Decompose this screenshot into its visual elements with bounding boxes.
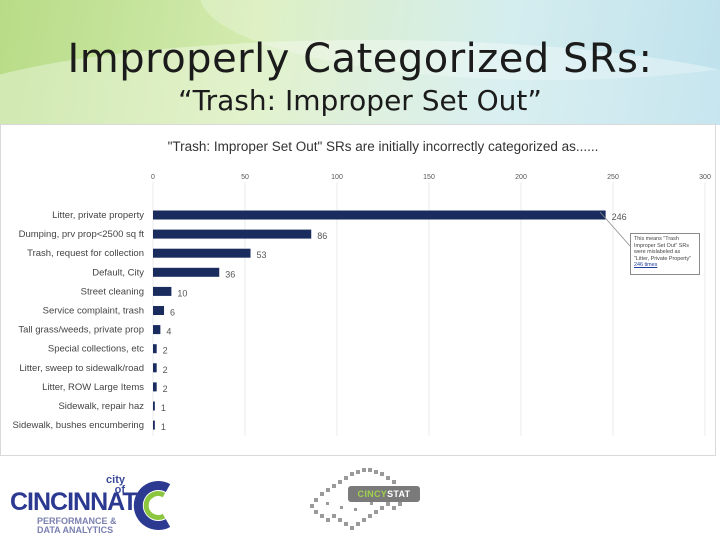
x-tick-label: 100 [331, 174, 343, 181]
annotation-callout: This means "Trash Improper Set Out" SRs … [630, 233, 700, 275]
category-label: Sidewalk, repair haz [58, 401, 144, 412]
slide-title: Improperly Categorized SRs: [67, 36, 653, 82]
bar [153, 363, 157, 373]
bar [153, 286, 172, 296]
x-tick-label: 300 [699, 174, 711, 181]
bar [153, 306, 165, 315]
value-label: 4 [166, 327, 171, 337]
cincystat-logo: CINCYSTAT [348, 486, 420, 502]
category-label: Dumping, prv prop<2500 sq ft [19, 229, 145, 240]
bar-chart: "Trash: Improper Set Out" SRs are initia… [13, 139, 711, 436]
category-labels: Litter, private property Dumping, prv pro… [13, 210, 145, 431]
value-label: 6 [170, 308, 175, 318]
chart-title: "Trash: Improper Set Out" SRs are initia… [168, 139, 599, 154]
pda-line2: DATA ANALYTICS [37, 525, 114, 535]
city-of-label: city of [106, 474, 125, 496]
value-label: 2 [163, 384, 168, 394]
bar [153, 401, 155, 411]
value-label: 86 [317, 231, 327, 241]
category-label: Litter, ROW Large Items [42, 382, 144, 393]
callout-leader-line [599, 211, 631, 247]
value-label: 36 [225, 269, 235, 279]
bar [153, 267, 220, 277]
callout-text: This means "Trash Improper Set Out" SRs … [634, 236, 692, 262]
bar [153, 325, 161, 335]
value-label: 1 [161, 403, 166, 413]
category-label: Special collections, etc [48, 344, 144, 355]
x-tick-label: 200 [515, 174, 527, 181]
category-label: Default, City [92, 267, 144, 278]
title-banner [0, 0, 720, 125]
category-label: Trash, request for collection [27, 248, 144, 259]
banner-wave [0, 40, 720, 125]
bar [153, 382, 157, 392]
pda-line1: PERFORMANCE & [37, 516, 117, 526]
category-label: Sidewalk, bushes encumbering [13, 420, 145, 431]
value-label: 1 [161, 422, 166, 432]
value-label: 246 [612, 212, 627, 222]
cincystat-part1: CINCY [357, 489, 388, 499]
value-label: 2 [163, 365, 168, 375]
value-label: 53 [257, 250, 267, 260]
bar [153, 248, 251, 258]
category-label: Street cleaning [81, 286, 144, 297]
bars [153, 210, 606, 430]
category-label: Litter, sweep to sidewalk/road [19, 363, 144, 374]
category-label: Tall grass/weeds, private prop [18, 325, 144, 336]
pda-wordmark: PERFORMANCE & DATA ANALYTICS [37, 517, 117, 535]
cincystat-part2: STAT [387, 489, 411, 499]
category-label: Litter, private property [52, 210, 144, 221]
value-label: 2 [163, 346, 168, 356]
cincinnati-c-icon [133, 481, 171, 530]
slide-subtitle: “Trash: Improper Set Out” [178, 84, 542, 117]
x-tick-label: 250 [607, 174, 619, 181]
bar [153, 210, 606, 220]
bar [153, 229, 312, 239]
callout-highlight: 246 times [634, 262, 658, 268]
x-tick-label: 0 [151, 174, 155, 181]
chart-frame [0, 124, 716, 456]
bar [153, 420, 155, 430]
x-tick-label: 150 [423, 174, 435, 181]
value-labels: 246 86 53 36 106 4 2 2 2 1 1 [161, 212, 627, 432]
bar [153, 344, 157, 354]
x-tick-label: 50 [241, 174, 249, 181]
category-label: Service complaint, trash [43, 306, 144, 317]
cincinnati-wordmark: CINCINNATI [10, 488, 144, 516]
x-axis-ticks: 0 50 100 150 200 250 300 [151, 174, 711, 181]
value-label: 10 [177, 288, 187, 298]
